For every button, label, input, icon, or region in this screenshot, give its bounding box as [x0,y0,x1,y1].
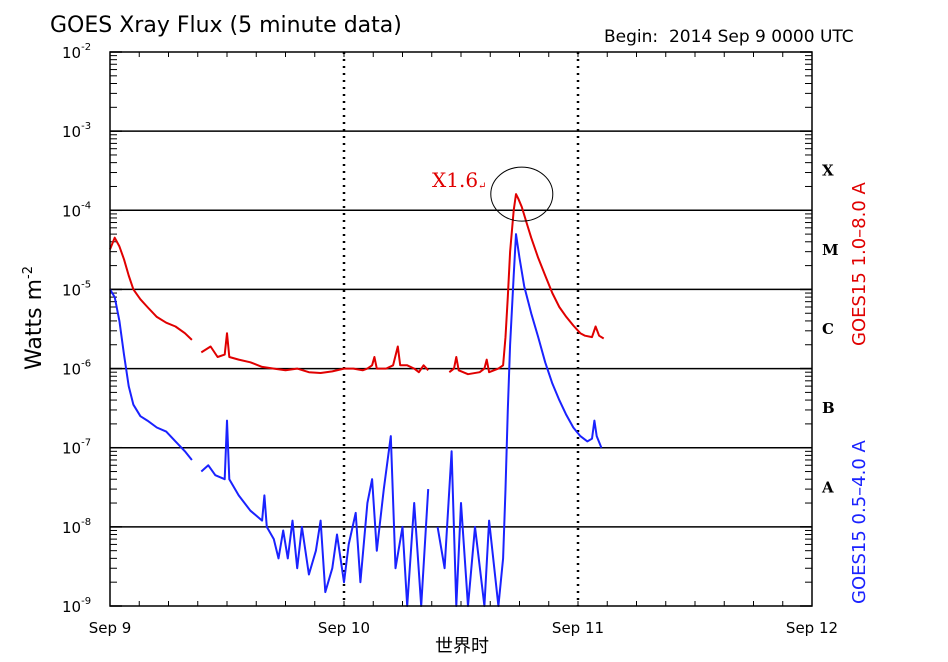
y-tick-base: 10 [62,361,81,379]
x-axis-label: 世界时 [435,636,489,657]
y-tick-exponent: -6 [81,359,91,370]
y-tick-base: 10 [62,123,81,141]
y-tick-label: 10-9 [62,596,91,616]
series-short-channel-line [109,288,193,461]
flare-class-letter: C [822,320,834,338]
flare-class-letter: A [821,478,834,496]
y-tick-exponent: -9 [81,596,91,607]
y-tick-label: 10-5 [62,279,91,299]
y-tick-base: 10 [62,281,81,299]
begin-time-label: Begin: 2014 Sep 9 0000 UTC [604,27,854,47]
y-tick-exponent: -5 [81,279,91,290]
y-tick-base: 10 [62,440,81,458]
flare-class-letter: B [822,399,835,417]
y-tick-exponent: -4 [81,200,91,211]
x-tick-label: Sep 10 [318,619,370,637]
y-tick-base: 10 [62,519,81,537]
series-long-channel-line [448,193,605,376]
y-tick-exponent: -3 [81,121,91,132]
y-tick-exponent: -2 [81,42,91,53]
y-axis-label-text: Watts m [22,279,47,370]
series-long-channel-line [109,236,193,341]
series-short-channel-line [200,419,430,607]
legend-long-channel: GOES15 1.0–8.0 A [849,181,870,346]
flare-annotation-label: X1.6↵ [432,168,486,192]
flare-annotation-mark: ↵ [478,181,486,192]
y-tick-label: 10-8 [62,517,91,537]
x-tick-label: Sep 11 [552,619,604,637]
x-tick-labels: Sep 9 Sep 10 Sep 11 Sep 12 [89,619,838,637]
y-tick-base: 10 [62,202,81,220]
flare-annotation-text: X1.6 [432,168,478,192]
y-tick-exponent: -7 [81,438,91,449]
legend-short-channel: GOES15 0.5–4.0 A [849,439,870,604]
plot-frame [109,51,813,607]
y-tick-label: 10-2 [62,42,91,62]
y-tick-labels: 10-910-810-710-610-510-410-310-2 [62,42,91,616]
y-tick-label: 10-3 [62,121,91,141]
y-tick-base: 10 [62,598,81,616]
chart-title: GOES Xray Flux (5 minute data) [50,13,402,38]
y-tick-label: 10-7 [62,438,91,458]
y-tick-base: 10 [62,44,81,62]
flare-highlight-ellipse [490,166,554,222]
series-lines [109,193,605,607]
flare-class-letter: X [822,162,834,180]
series-long-channel-line [200,332,429,374]
flare-class-letter: M [822,241,839,259]
y-tick-label: 10-6 [62,359,91,379]
gridlines [110,130,812,528]
y-axis-label-exponent: -2 [21,266,36,279]
x-tick-label: Sep 12 [786,619,838,637]
flare-annotation: X1.6↵ [432,166,554,222]
y-axis-label: Watts m-2 [21,266,47,370]
y-tick-label: 10-4 [62,200,91,220]
flare-class-letters: A B C M X [821,162,839,497]
y-tick-exponent: -8 [81,517,91,528]
x-tick-label: Sep 9 [89,619,132,637]
